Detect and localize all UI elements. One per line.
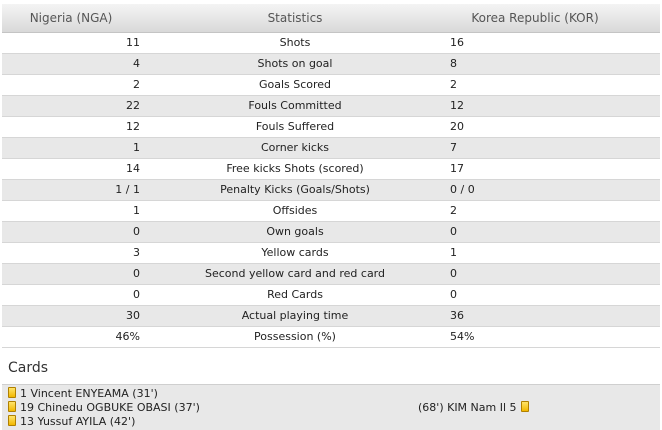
table-row: 1 / 1 Penalty Kicks (Goals/Shots) 0 / 0 [2, 180, 660, 201]
stat-label: Penalty Kicks (Goals/Shots) [220, 183, 370, 196]
home-value: 1 / 1 [115, 183, 140, 196]
table-header: Nigeria (NGA) Statistics Korea Republic … [2, 4, 660, 33]
stat-rows: 11 Shots 16 4 Shots on goal 8 2 Goals Scored 2 22… [2, 33, 660, 348]
away-value: 20 [450, 120, 464, 133]
away-card-player: (68') KIM Nam Il 5 [418, 401, 517, 414]
away-value: 0 [450, 225, 457, 238]
home-value: 0 [133, 267, 140, 280]
away-value: 8 [450, 57, 457, 70]
home-value: 3 [133, 246, 140, 259]
away-value: 12 [450, 99, 464, 112]
home-value: 22 [126, 99, 140, 112]
stat-label: Shots [279, 36, 311, 49]
home-value: 14 [126, 162, 140, 175]
table-row: 0 Own goals 0 [2, 222, 660, 243]
home-value: 0 [133, 225, 140, 238]
table-row: 11 Shots 16 [2, 33, 660, 54]
away-team-header: Korea Republic (KOR) [471, 11, 599, 25]
stat-label: Second yellow card and red card [204, 267, 385, 280]
table-row: 3 Yellow cards 1 [2, 243, 660, 264]
away-value: 16 [450, 36, 464, 49]
yellow-card-icon [520, 401, 529, 412]
home-card-entry: 1 Vincent ENYEAMA (31') [8, 387, 158, 401]
home-value: 0 [133, 288, 140, 301]
table-row: 12 Fouls Suffered 20 [2, 117, 660, 138]
table-row: 14 Free kicks Shots (scored) 17 [2, 159, 660, 180]
home-value: 4 [133, 57, 140, 70]
home-value: 1 [133, 204, 140, 217]
yellow-card-icon [8, 415, 16, 426]
away-value: 1 [450, 246, 457, 259]
stat-label: Fouls Committed [248, 99, 342, 112]
home-team-header: Nigeria (NGA) [29, 11, 113, 25]
stat-label: Yellow cards [261, 246, 329, 259]
stat-label: Red Cards [267, 288, 323, 301]
table-row: 0 Red Cards 0 [2, 285, 660, 306]
away-value: 36 [450, 309, 464, 322]
table-row: 1 Offsides 2 [2, 201, 660, 222]
home-card-entry: 13 Yussuf AYILA (42') [8, 415, 135, 429]
away-value: 2 [450, 78, 457, 91]
away-value: 2 [450, 204, 457, 217]
away-value: 7 [450, 141, 457, 154]
table-row: 22 Fouls Committed 12 [2, 96, 660, 117]
stat-label: Actual playing time [241, 309, 349, 322]
yellow-card-icon [8, 387, 16, 398]
stat-label: Corner kicks [260, 141, 330, 154]
home-value: 46% [115, 330, 140, 343]
stat-label: Possession (%) [254, 330, 336, 343]
table-row: 46% Possession (%) 54% [2, 327, 660, 348]
stat-label: Own goals [266, 225, 324, 238]
statistics-table: Nigeria (NGA) Statistics Korea Republic … [2, 4, 660, 348]
away-value: 0 [450, 267, 457, 280]
home-value: 2 [133, 78, 140, 91]
yellow-card-icon [8, 401, 16, 412]
stat-label: Shots on goal [257, 57, 333, 70]
table-row: 2 Goals Scored 2 [2, 75, 660, 96]
stat-label: Goals Scored [258, 78, 332, 91]
away-value: 0 [450, 288, 457, 301]
statistics-header: Statistics [267, 11, 323, 25]
away-value: 0 / 0 [450, 183, 475, 196]
table-row: 4 Shots on goal 8 [2, 54, 660, 75]
home-card-player: 19 Chinedu OGBUKE OBASI (37') [20, 401, 200, 414]
table-row: 30 Actual playing time 36 [2, 306, 660, 327]
stat-label: Free kicks Shots (scored) [226, 162, 364, 175]
stat-label: Offsides [272, 204, 318, 217]
cards-panel: 1 Vincent ENYEAMA (31') 19 Chinedu OGBUK… [2, 384, 660, 430]
stat-label: Fouls Suffered [255, 120, 335, 133]
home-value: 30 [126, 309, 140, 322]
table-row: 1 Corner kicks 7 [2, 138, 660, 159]
home-value: 12 [126, 120, 140, 133]
home-card-entry: 19 Chinedu OGBUKE OBASI (37') [8, 401, 200, 415]
home-card-player: 13 Yussuf AYILA (42') [20, 415, 136, 428]
away-value: 54% [450, 330, 475, 343]
cards-title: Cards [8, 360, 49, 376]
away-card-entry: (68') KIM Nam Il 5 [418, 401, 529, 415]
table-row: 0 Second yellow card and red card 0 [2, 264, 660, 285]
away-value: 17 [450, 162, 464, 175]
home-value: 1 [133, 141, 140, 154]
home-card-player: 1 Vincent ENYEAMA (31') [20, 387, 158, 400]
home-value: 11 [126, 36, 140, 49]
